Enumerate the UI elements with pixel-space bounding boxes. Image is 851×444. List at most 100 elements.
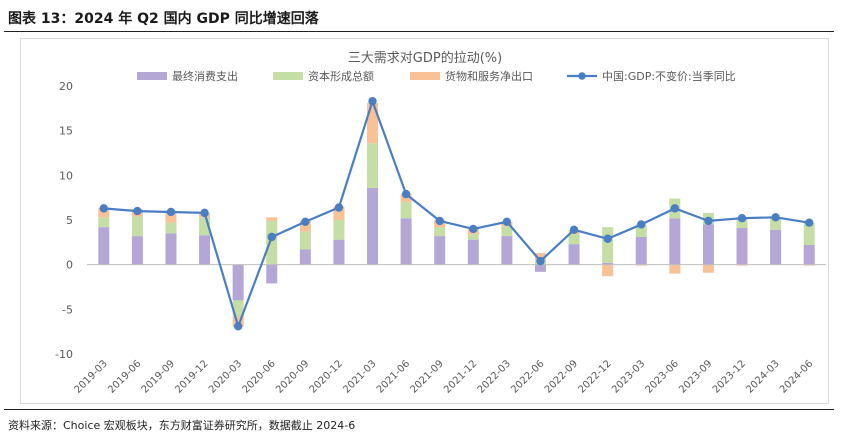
bar-2020-09-s0 bbox=[299, 249, 311, 265]
bar-2021-03-s1 bbox=[367, 143, 379, 188]
gdp-point-2021-06 bbox=[401, 189, 411, 199]
gdp-point-2021-03 bbox=[368, 96, 377, 106]
y-tick-label-4: 10 bbox=[59, 169, 73, 182]
gdp-line bbox=[103, 100, 810, 328]
x-tick-label-17: 2023-06 bbox=[644, 358, 681, 395]
gdp-point-2022-12 bbox=[603, 234, 612, 243]
x-tick-label-8: 2021-03 bbox=[341, 358, 378, 395]
bar-2020-12-s2 bbox=[333, 206, 345, 220]
x-tick-label-15: 2022-12 bbox=[576, 358, 613, 395]
gdp-point-2020-09 bbox=[301, 217, 310, 226]
x-tick-label-5: 2020-06 bbox=[241, 358, 278, 395]
y-tick-label-0: -10 bbox=[55, 348, 73, 361]
bar-2021-06-s1 bbox=[400, 202, 412, 219]
x-tick-label-9: 2021-06 bbox=[375, 358, 412, 395]
bar-2023-06-s2 bbox=[669, 264, 681, 274]
bar-2023-03-s0 bbox=[635, 236, 647, 265]
y-tick-label-5: 15 bbox=[59, 125, 73, 138]
bar-2021-03-s2 bbox=[367, 102, 379, 144]
bar-2022-09-s1 bbox=[568, 234, 580, 245]
bar-2020-06-s1 bbox=[266, 220, 278, 265]
top-rule bbox=[4, 31, 834, 32]
bar-2024-06-s1 bbox=[803, 222, 815, 246]
x-tick-label-19: 2023-12 bbox=[711, 358, 748, 395]
y-tick-label-2: 0 bbox=[66, 259, 73, 272]
x-tick-label-12: 2022-03 bbox=[476, 358, 513, 395]
bar-2020-03-s2 bbox=[232, 316, 244, 328]
x-tick-label-0: 2019-03 bbox=[73, 358, 110, 395]
gdp-point-2019-06 bbox=[133, 206, 142, 216]
gdp-point-2024-03 bbox=[771, 213, 780, 222]
bar-2019-06-s0 bbox=[131, 236, 143, 265]
gdp-point-2020-12 bbox=[334, 203, 344, 212]
x-tick-label-4: 2020-03 bbox=[207, 358, 244, 395]
legend-label-2: 货物和服务净出口 bbox=[445, 69, 533, 83]
legend-label-3: 中国:GDP:不变价:当季同比 bbox=[602, 69, 736, 83]
bar-2021-03-s0 bbox=[367, 187, 379, 265]
bar-2019-09-s2 bbox=[165, 212, 177, 223]
bar-2019-12-s1 bbox=[199, 217, 211, 236]
bar-2019-06-s1 bbox=[131, 216, 143, 237]
x-tick-label-13: 2022-06 bbox=[509, 358, 546, 395]
y-axis: -10 -5 0 5 10 15 20 bbox=[55, 80, 73, 361]
y-tick-label-6: 20 bbox=[59, 80, 73, 93]
gdp-point-2024-06 bbox=[805, 218, 814, 227]
chart-frame bbox=[20, 38, 829, 404]
legend-label-0: 最终消费支出 bbox=[172, 69, 238, 83]
gdp-point-2022-03 bbox=[502, 217, 512, 226]
bar-2022-06-s0 bbox=[534, 264, 546, 272]
bar-2019-09-s1 bbox=[165, 222, 177, 234]
gdp-point-2019-03 bbox=[99, 204, 108, 213]
x-tick-label-6: 2020-09 bbox=[274, 358, 311, 395]
bar-2021-06-s0 bbox=[400, 218, 412, 265]
x-tick-label-10: 2021-09 bbox=[408, 358, 445, 395]
bar-2022-12-s0 bbox=[602, 262, 614, 265]
legend-label-1: 资本形成总额 bbox=[308, 69, 374, 83]
bar-2022-12-s1 bbox=[602, 227, 614, 263]
x-tick-label-7: 2020-12 bbox=[308, 358, 345, 395]
legend-swatch-1 bbox=[273, 72, 303, 80]
gdp-point-2023-09 bbox=[704, 216, 713, 226]
x-tick-label-16: 2023-03 bbox=[610, 358, 647, 395]
bar-2024-06-s0 bbox=[803, 245, 815, 265]
legend-swatch-2 bbox=[410, 72, 440, 80]
x-tick-label-3: 2019-12 bbox=[173, 358, 210, 395]
gdp-point-2021-09 bbox=[435, 216, 444, 226]
x-tick-label-2: 2019-09 bbox=[140, 358, 177, 395]
bar-2019-09-s0 bbox=[165, 233, 177, 265]
gdp-point-2020-03 bbox=[233, 322, 243, 331]
bar-2023-09-s0 bbox=[702, 224, 714, 265]
x-tick-label-1: 2019-06 bbox=[106, 358, 143, 395]
bar-2021-12-s0 bbox=[467, 239, 479, 265]
bar-2023-06-s0 bbox=[669, 218, 681, 265]
bar-2023-09-s2 bbox=[702, 264, 714, 273]
bar-2021-09-s0 bbox=[434, 236, 446, 265]
bar-2022-03-s1 bbox=[501, 226, 513, 237]
bar-2023-12-s1 bbox=[736, 217, 748, 229]
x-tick-label-20: 2024-03 bbox=[744, 358, 781, 395]
legend-marker-3 bbox=[578, 72, 586, 80]
bar-2020-06-s0 bbox=[266, 264, 278, 284]
bar-2022-03-s0 bbox=[501, 236, 513, 265]
gdp-line-series bbox=[99, 96, 814, 331]
legend-swatch-0 bbox=[137, 72, 167, 80]
gdp-point-2022-09 bbox=[569, 225, 579, 235]
x-tick-label-21: 2024-06 bbox=[778, 358, 815, 395]
bar-2022-12-s2 bbox=[602, 264, 614, 277]
gdp-point-2021-12 bbox=[469, 224, 478, 234]
gdp-point-2023-03 bbox=[637, 220, 646, 229]
bar-2019-12-s0 bbox=[199, 235, 211, 265]
bar-2023-12-s0 bbox=[736, 228, 748, 265]
gdp-point-2023-12 bbox=[737, 214, 747, 223]
bar-2021-09-s1 bbox=[434, 227, 446, 237]
x-tick-label-11: 2021-12 bbox=[442, 358, 479, 395]
gdp-point-2023-06 bbox=[670, 204, 680, 213]
gdp-point-2019-09 bbox=[166, 207, 176, 217]
bar-2019-03-s1 bbox=[98, 217, 110, 228]
gdp-point-2020-06 bbox=[267, 232, 276, 242]
bar-2020-12-s1 bbox=[333, 220, 345, 240]
y-tick-label-3: 5 bbox=[66, 214, 73, 227]
bar-2022-09-s0 bbox=[568, 244, 580, 265]
x-tick-label-18: 2023-09 bbox=[677, 358, 714, 395]
